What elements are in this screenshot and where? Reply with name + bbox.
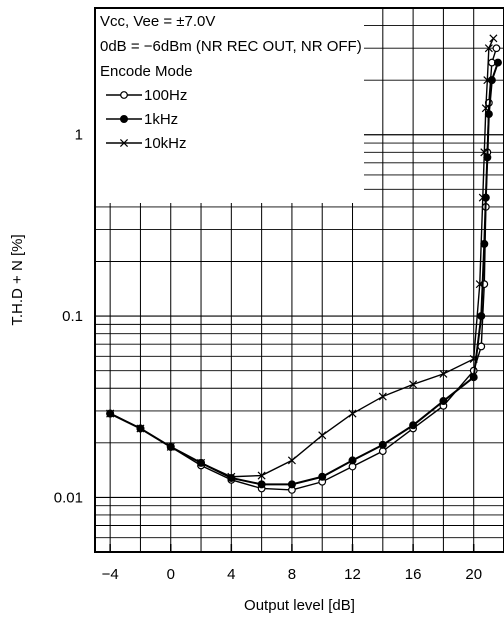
y-axis-label: T.H.D + N [%] [9,234,26,325]
data-point-10kHz [484,44,493,53]
data-point-10kHz [348,409,357,418]
data-point-1kHz [257,480,266,489]
data-point-1kHz [477,312,486,321]
data-point-10kHz [481,104,490,113]
data-point-100Hz [492,44,501,53]
data-point-1kHz [439,397,448,406]
x-axis-label: Output level [dB] [244,597,355,614]
data-point-10kHz [439,369,448,378]
x-tick-label: −4 [102,566,119,583]
x-tick-label: 12 [344,566,361,583]
annotation-mode: Encode Mode [100,63,193,80]
data-point-10kHz [480,148,489,157]
legend-item-1kHz: 1kHz [106,111,178,128]
data-point-100Hz [477,342,486,351]
x-tick-label: 8 [288,566,296,583]
data-point-10kHz [483,76,492,85]
data-point-1kHz [287,480,296,489]
data-point-10kHz [469,354,478,364]
data-point-1kHz [318,472,327,481]
annotation-reference: 0dB = −6dBm (NR REC OUT, NR OFF) [100,38,362,55]
data-point-10kHz [489,34,498,43]
series-line-10kHz [109,38,495,478]
legend-box [96,9,364,203]
series-10kHz [106,34,498,481]
data-point-10kHz [197,458,206,467]
data-point-10kHz [478,193,487,202]
data-point-1kHz [409,421,418,430]
data-point-1kHz [469,373,478,382]
data-point-10kHz [318,431,327,440]
legend-marker [120,91,128,99]
series-layer [106,34,502,494]
legend-marker [119,138,129,148]
legend-label: 10kHz [144,135,187,152]
x-tick-label: 0 [167,566,175,583]
data-point-1kHz [378,440,387,449]
data-point-10kHz [106,409,115,418]
legend-label: 1kHz [144,111,178,128]
data-point-10kHz [409,380,418,389]
data-point-10kHz [257,471,266,480]
legend-item-100Hz: 100Hz [106,87,187,104]
y-tick-label: 1 [75,127,83,144]
data-point-10kHz [287,456,296,465]
data-point-10kHz [378,392,387,401]
tick-labels: −4 0 4 8 12 16 20 0.01 0.1 1 [54,127,482,583]
data-point-10kHz [227,472,236,481]
legend: 100Hz 1kHz 10kHz [106,87,187,152]
x-tick-label: 4 [227,566,235,583]
plot-frame [94,7,504,553]
legend-label: 100Hz [144,87,187,104]
y-tick-label: 0.01 [54,489,83,506]
data-point-10kHz [136,424,145,433]
x-tick-label: 16 [405,566,422,583]
x-tick-label: 20 [465,566,482,583]
data-point-10kHz [166,442,175,451]
legend-marker [120,115,128,123]
data-point-1kHz [487,76,496,85]
data-point-1kHz [348,456,357,465]
y-tick-label: 0.1 [62,308,83,325]
data-point-10kHz [475,280,484,289]
legend-item-10kHz: 10kHz [106,135,187,152]
data-point-1kHz [493,58,502,67]
annotation-supply: Vcc, Vee = ±7.0V [100,13,215,30]
